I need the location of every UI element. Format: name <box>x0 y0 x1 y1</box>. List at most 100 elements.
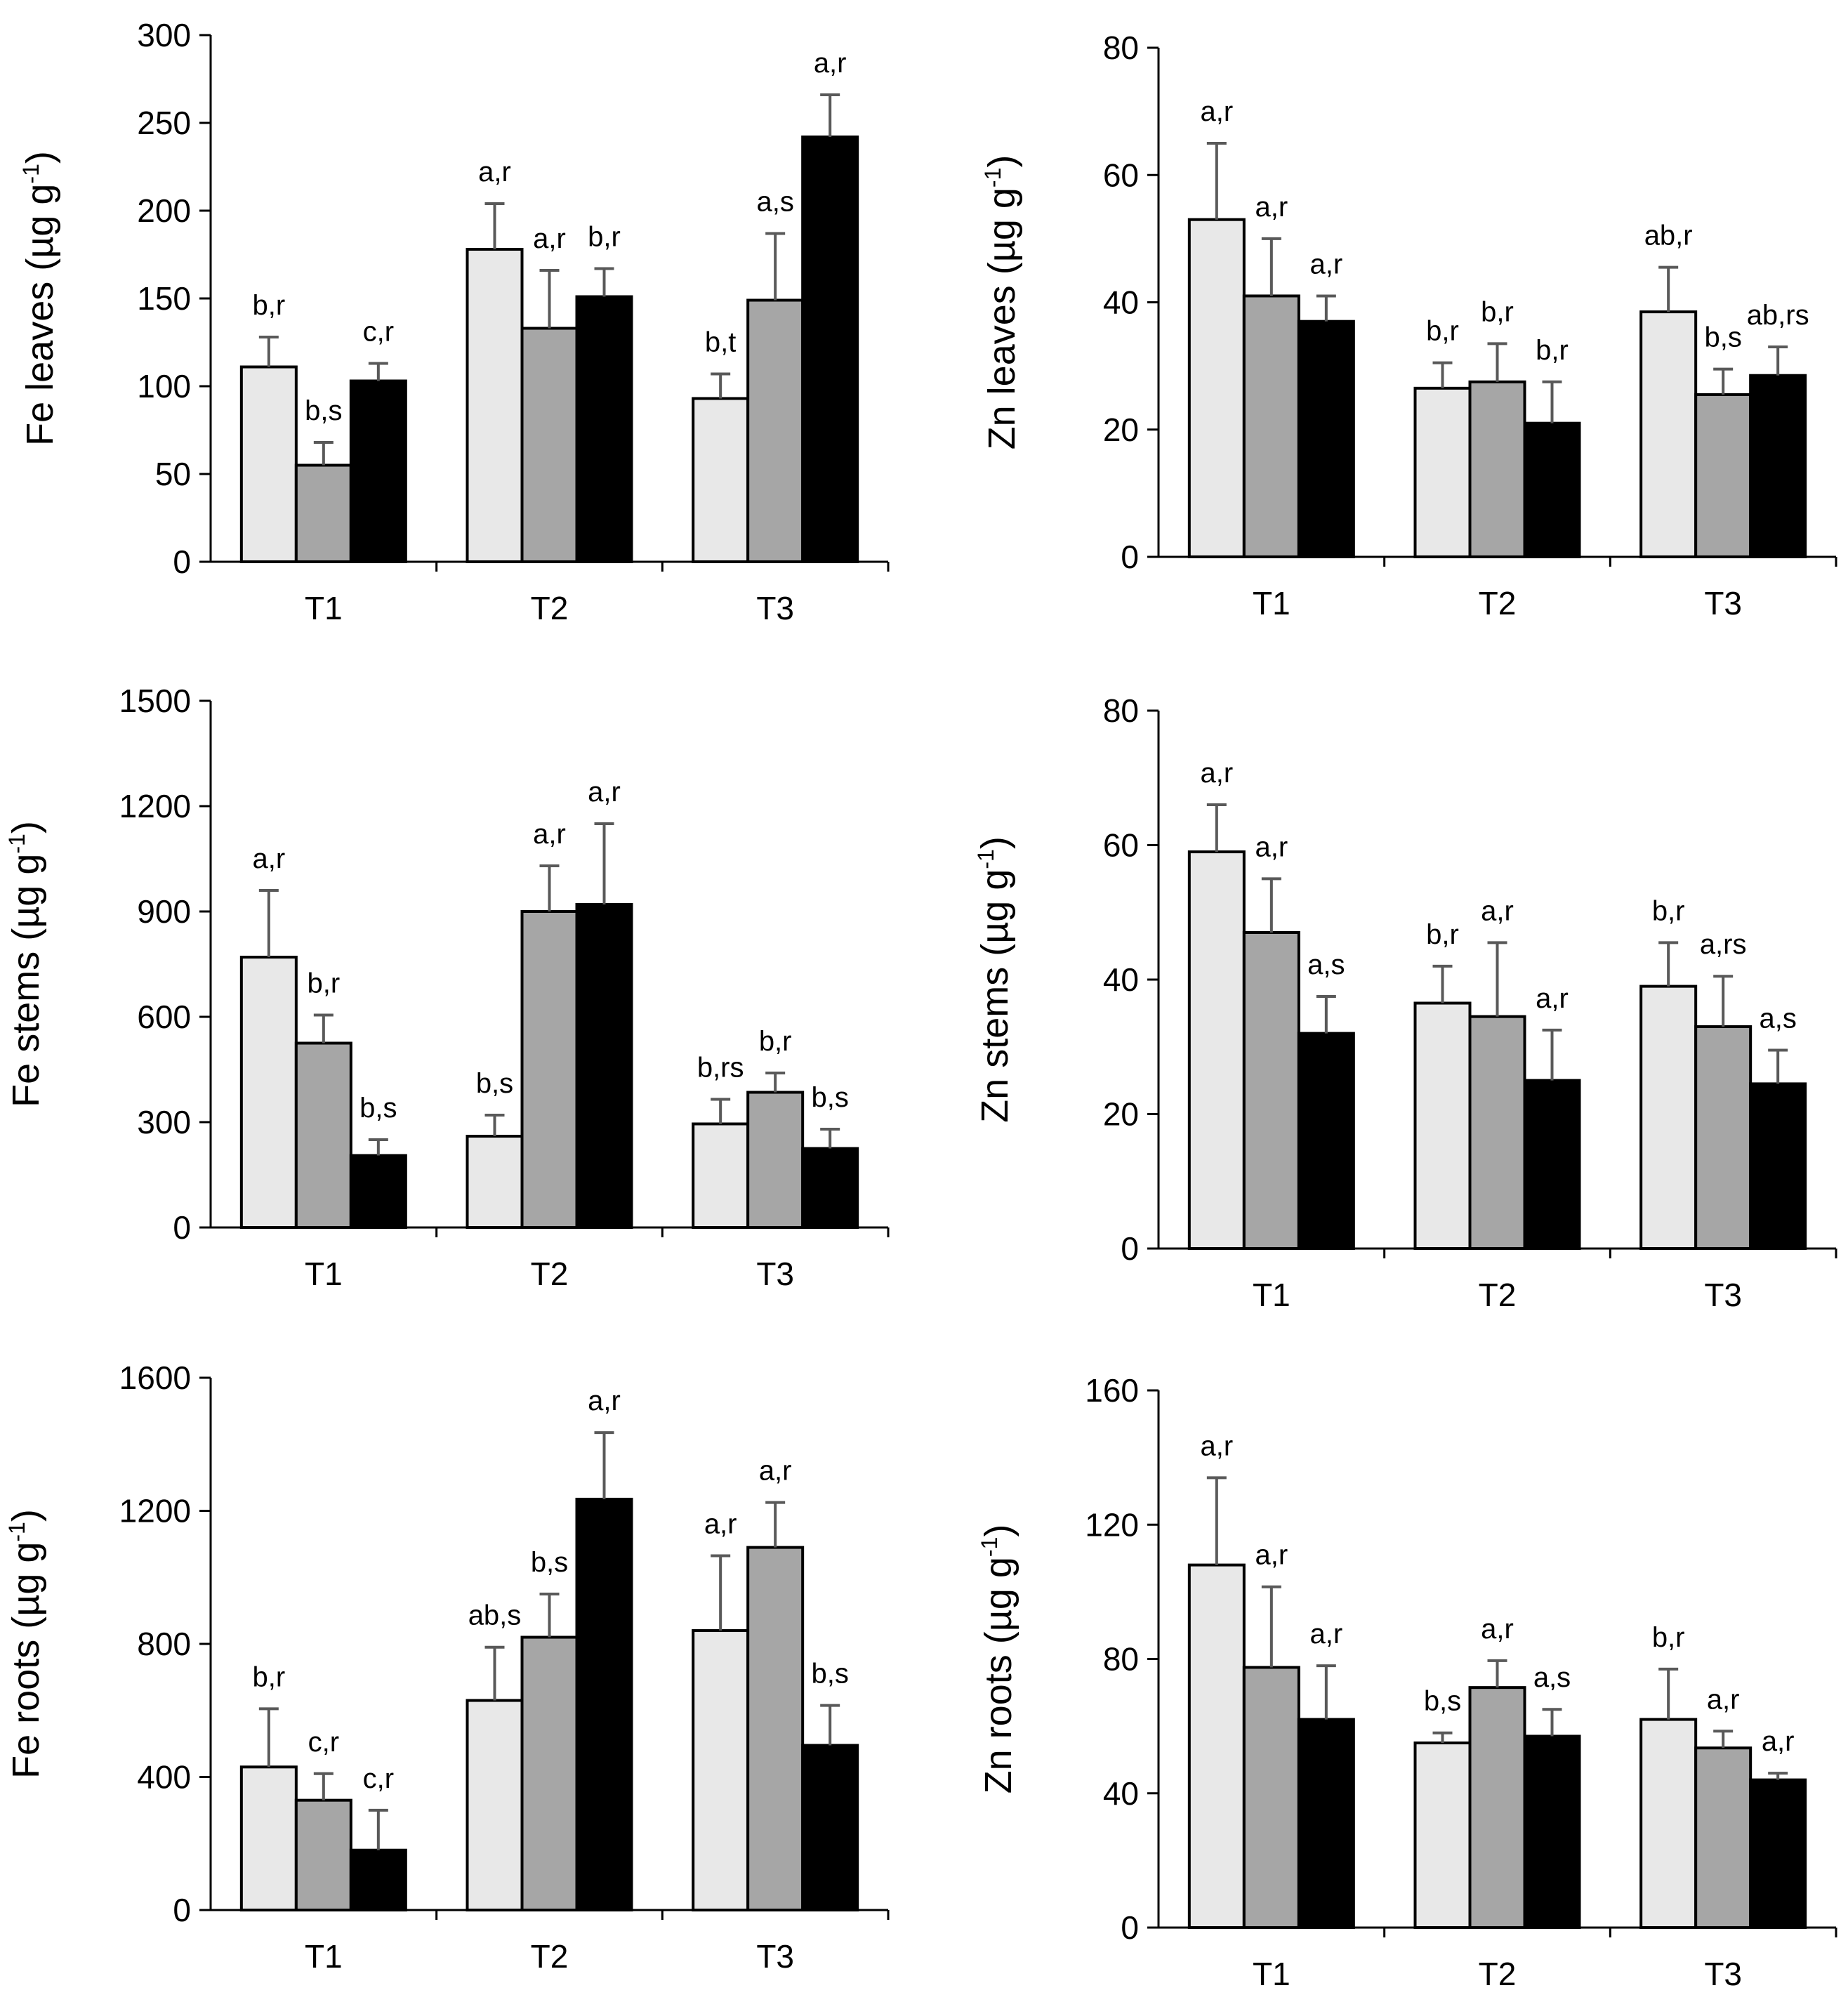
chart-panel-6: 0 40 80 120 160 Zn roots (µg g-1) T1 a,r a,r a,r T… <box>977 1372 1837 1992</box>
significance-label: a,r <box>533 223 566 254</box>
bar <box>801 1744 859 1911</box>
bar <box>239 1765 298 1912</box>
significance-label: a,r <box>478 157 511 187</box>
significance-label: c,r <box>363 1763 394 1794</box>
chart-panel-5: 0 400 800 1200 1600 Fe roots (µg g-1) T1 b,r c,r… <box>4 1359 890 1975</box>
significance-label: a,r <box>1309 1619 1342 1650</box>
significance-label: b,s <box>359 1093 397 1124</box>
bar <box>575 295 633 563</box>
y-tick-label: 60 <box>1103 157 1139 193</box>
bar <box>1749 374 1807 558</box>
y-tick-label: 800 <box>137 1626 191 1662</box>
significance-label: b,t <box>705 327 736 358</box>
significance-label: b,r <box>1652 1622 1685 1653</box>
bar <box>1297 1032 1355 1250</box>
significance-label: a,r <box>1536 983 1569 1014</box>
chart-panel-1: 0 50 100 150 200 250 300 Fe leaves (µg g-1) T1 b,… <box>18 17 890 626</box>
significance-label: a,r <box>252 843 285 874</box>
y-axis-label: Zn stems (µg g-1) <box>973 836 1016 1123</box>
bar <box>746 298 805 563</box>
y-tick-label: 80 <box>1103 692 1139 729</box>
x-category-label: T2 <box>1479 1956 1517 1992</box>
bar <box>294 463 352 563</box>
significance-label: ab,rs <box>1747 300 1809 331</box>
significance-label: a,r <box>1255 831 1288 862</box>
y-tick-label: 0 <box>173 1209 191 1246</box>
bar <box>349 1154 407 1229</box>
significance-label: b,r <box>759 1026 792 1057</box>
significance-label: a,r <box>1200 96 1233 127</box>
significance-label: a,r <box>1481 1614 1514 1645</box>
bar <box>692 1629 750 1912</box>
bar <box>801 136 859 563</box>
significance-label: a,r <box>588 777 621 808</box>
x-category-label: T3 <box>1704 585 1742 621</box>
bar <box>1639 310 1698 558</box>
bar <box>1639 1718 1698 1929</box>
y-tick-label: 0 <box>173 1892 191 1928</box>
chart-panel-2: 0 20 40 60 80 Zn leaves (µg g-1) T1 a,r a,r a,r T2… <box>980 29 1837 621</box>
bar <box>1297 320 1355 558</box>
bar <box>692 1122 750 1229</box>
x-category-label: T2 <box>1479 1277 1517 1313</box>
y-tick-label: 300 <box>137 1104 191 1140</box>
y-tick-label: 40 <box>1103 961 1139 998</box>
x-category-label: T1 <box>1253 1956 1291 1992</box>
significance-label: a,s <box>1759 1003 1796 1034</box>
y-tick-label: 1200 <box>119 1493 191 1529</box>
bar <box>575 903 633 1229</box>
bar <box>1297 1718 1355 1929</box>
y-tick-label: 0 <box>1121 1909 1139 1946</box>
bar <box>1523 421 1581 558</box>
y-axis-label: Fe leaves (µg g-1) <box>18 151 61 446</box>
significance-label: b,r <box>588 222 621 253</box>
y-axis-label: Fe stems (µg g-1) <box>4 821 47 1107</box>
y-tick-label: 20 <box>1103 1096 1139 1133</box>
bar <box>1187 850 1246 1250</box>
chart-panel-3: 0 300 600 900 1200 1500 Fe stems (µg g-1) T1 a,r… <box>4 683 890 1292</box>
bar <box>1694 1746 1753 1929</box>
bar <box>1242 1666 1300 1929</box>
significance-label: b,s <box>476 1068 513 1099</box>
significance-label: ab,r <box>1644 220 1693 251</box>
significance-label: a,r <box>814 48 847 79</box>
y-tick-label: 120 <box>1085 1506 1139 1543</box>
bar <box>520 910 579 1229</box>
significance-label: a,s <box>1533 1662 1571 1693</box>
x-category-label: T2 <box>531 590 569 626</box>
significance-label: a,r <box>1255 192 1288 223</box>
y-tick-label: 160 <box>1085 1372 1139 1409</box>
significance-label: a,r <box>704 1508 737 1539</box>
bar <box>1749 1082 1807 1250</box>
significance-label: b,r <box>1426 919 1459 950</box>
significance-label: c,r <box>363 317 394 348</box>
bar <box>349 379 407 563</box>
bar <box>239 956 298 1229</box>
significance-label: a,r <box>759 1456 792 1487</box>
chart-panel-4: 0 20 40 60 80 Zn stems (µg g-1) T1 a,r a,r a,s T2 b… <box>973 692 1837 1313</box>
x-category-label: T1 <box>305 1938 343 1975</box>
significance-label: b,r <box>1481 296 1514 327</box>
bar <box>1187 1563 1246 1929</box>
significance-label: a,r <box>588 1385 621 1416</box>
y-tick-label: 40 <box>1103 1775 1139 1812</box>
significance-label: b,s <box>811 1082 848 1113</box>
y-tick-label: 900 <box>137 893 191 930</box>
bar <box>801 1147 859 1229</box>
y-tick-label: 0 <box>1121 539 1139 575</box>
significance-label: a,r <box>533 819 566 850</box>
significance-label: b,s <box>305 395 342 426</box>
significance-label: b,r <box>1426 316 1459 347</box>
significance-label: a,rs <box>1700 929 1747 960</box>
significance-label: a,r <box>1481 895 1514 926</box>
significance-label: b,s <box>811 1659 848 1690</box>
significance-label: a,r <box>1309 249 1342 279</box>
y-axis-label: Fe roots (µg g-1) <box>4 1509 47 1779</box>
bar <box>239 365 298 563</box>
bar <box>1413 386 1472 558</box>
bar <box>1468 1015 1526 1250</box>
y-tick-label: 80 <box>1103 29 1139 66</box>
bar <box>575 1497 633 1911</box>
bar <box>520 1635 579 1911</box>
